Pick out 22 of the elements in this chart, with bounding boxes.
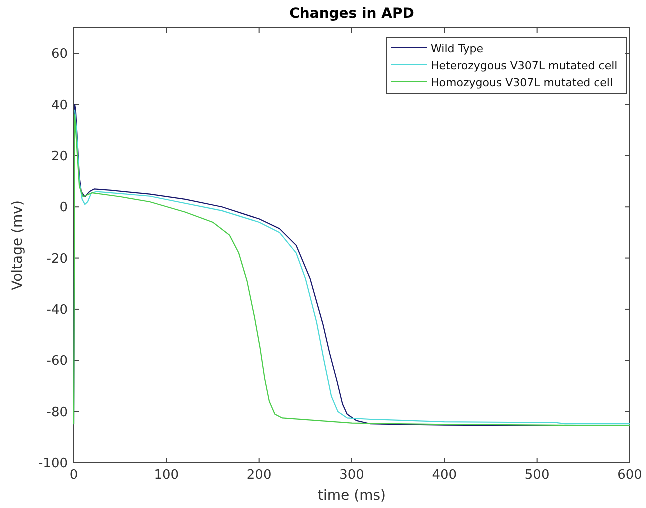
x-tick-label: 600 xyxy=(618,468,642,483)
x-tick-label: 500 xyxy=(524,468,550,483)
legend-label: Homozygous V307L mutated cell xyxy=(431,76,614,90)
y-tick-label: 0 xyxy=(60,200,68,216)
y-tick-label: 40 xyxy=(51,98,68,114)
x-axis-title: time (ms) xyxy=(318,488,386,504)
x-tick-label: 400 xyxy=(432,468,458,483)
y-tick-label: -40 xyxy=(46,302,68,318)
y-tick-label: 60 xyxy=(51,47,68,62)
y-tick-label: -20 xyxy=(46,252,68,267)
y-tick-label: -80 xyxy=(46,405,68,420)
y-axis-title: Voltage (mv) xyxy=(10,200,26,290)
y-tick-label: -100 xyxy=(38,456,68,472)
x-tick-label: 0 xyxy=(70,468,78,483)
x-tick-label: 300 xyxy=(340,468,364,483)
legend-label: Heterozygous V307L mutated cell xyxy=(431,60,618,72)
chart-title: Changes in APD xyxy=(290,6,414,22)
legend-label: Wild Type xyxy=(431,42,484,56)
x-tick-label: 100 xyxy=(154,468,180,483)
x-tick-label: 200 xyxy=(246,468,272,483)
y-tick-label: -60 xyxy=(46,354,68,370)
y-tick-label: 20 xyxy=(51,149,68,164)
